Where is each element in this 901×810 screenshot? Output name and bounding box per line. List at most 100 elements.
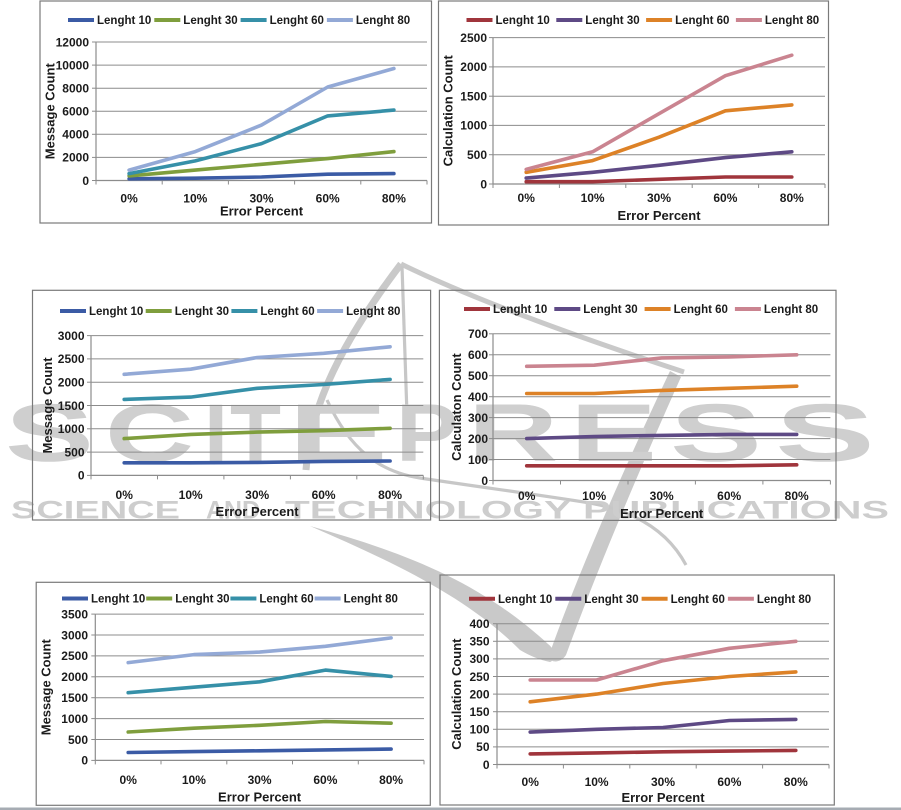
svg-text:Lenght 30: Lenght 30 [183, 15, 237, 27]
svg-text:200: 200 [469, 687, 489, 701]
svg-text:Calculation Count: Calculation Count [441, 55, 456, 167]
svg-text:Lenght 80: Lenght 80 [757, 594, 811, 606]
svg-text:2000: 2000 [58, 376, 85, 390]
svg-text:2500: 2500 [58, 352, 85, 366]
svg-text:Message Count: Message Count [42, 62, 57, 159]
svg-text:R: R [468, 388, 558, 479]
svg-text:500: 500 [64, 445, 84, 459]
svg-text:Calculaton Count: Calculaton Count [449, 353, 464, 461]
svg-text:0: 0 [480, 177, 487, 191]
svg-text:30%: 30% [651, 775, 675, 789]
svg-text:Lenght 80: Lenght 80 [765, 15, 819, 27]
svg-text:1500: 1500 [58, 399, 85, 413]
svg-text:700: 700 [468, 327, 488, 341]
svg-text:350: 350 [469, 635, 489, 649]
svg-text:2000: 2000 [61, 670, 88, 684]
svg-text:60%: 60% [717, 775, 741, 789]
svg-text:2000: 2000 [62, 151, 89, 165]
svg-text:Lenght 30: Lenght 30 [175, 306, 229, 318]
svg-text:Lenght 60: Lenght 60 [260, 306, 314, 318]
svg-text:2500: 2500 [460, 31, 487, 45]
svg-text:2000: 2000 [460, 60, 487, 74]
svg-text:Lenght 60: Lenght 60 [674, 304, 728, 316]
svg-text:Lenght 10: Lenght 10 [496, 15, 550, 27]
svg-text:Lenght 80: Lenght 80 [356, 15, 410, 27]
svg-text:Message Count: Message Count [39, 638, 54, 735]
svg-text:100: 100 [469, 723, 489, 737]
svg-text:60%: 60% [313, 773, 337, 787]
svg-text:10%: 10% [179, 488, 203, 502]
svg-text:0: 0 [481, 474, 488, 488]
svg-text:0%: 0% [522, 775, 540, 789]
svg-text:Lenght 30: Lenght 30 [175, 594, 229, 606]
svg-text:30%: 30% [650, 489, 674, 503]
svg-text:Lenght 10: Lenght 10 [493, 304, 547, 316]
svg-text:Lenght 10: Lenght 10 [89, 306, 143, 318]
svg-text:30%: 30% [647, 191, 671, 205]
svg-text:Lenght 80: Lenght 80 [346, 306, 400, 318]
svg-text:Lenght 60: Lenght 60 [259, 594, 313, 606]
svg-text:80%: 80% [785, 489, 809, 503]
svg-text:250: 250 [469, 670, 489, 684]
svg-text:2500: 2500 [61, 649, 88, 663]
svg-text:S: S [5, 388, 94, 479]
svg-text:8000: 8000 [62, 82, 89, 96]
svg-text:Lenght 60: Lenght 60 [270, 15, 324, 27]
svg-text:Lenght 30: Lenght 30 [585, 15, 639, 27]
svg-text:3500: 3500 [61, 607, 88, 621]
svg-text:1000: 1000 [460, 119, 487, 133]
svg-text:0: 0 [483, 758, 490, 772]
svg-text:Error Percent: Error Percent [218, 790, 302, 805]
svg-text:30%: 30% [248, 773, 272, 787]
svg-text:E: E [570, 388, 657, 479]
svg-text:0: 0 [82, 174, 89, 188]
svg-text:30%: 30% [245, 488, 269, 502]
svg-text:Error Percent: Error Percent [216, 504, 300, 519]
svg-text:Lenght 60: Lenght 60 [671, 594, 725, 606]
svg-text:Lenght 80: Lenght 80 [764, 304, 818, 316]
svg-text:Lenght 10: Lenght 10 [498, 594, 552, 606]
svg-text:60%: 60% [713, 191, 737, 205]
svg-text:10%: 10% [182, 773, 206, 787]
svg-text:Lenght 80: Lenght 80 [344, 594, 398, 606]
svg-text:80%: 80% [379, 773, 403, 787]
svg-text:80%: 80% [780, 191, 804, 205]
svg-text:Calculation Count: Calculation Count [449, 638, 464, 750]
svg-text:Error Percent: Error Percent [220, 204, 304, 219]
svg-text:30%: 30% [249, 191, 273, 205]
svg-text:10%: 10% [183, 191, 207, 205]
svg-text:Lenght 60: Lenght 60 [675, 15, 729, 27]
svg-text:Error Percent: Error Percent [621, 790, 705, 805]
svg-text:400: 400 [469, 617, 489, 631]
svg-text:0%: 0% [518, 489, 536, 503]
svg-text:0: 0 [78, 469, 85, 483]
svg-text:Message Count: Message Count [40, 357, 55, 454]
svg-text:1500: 1500 [61, 691, 88, 705]
svg-text:0%: 0% [116, 488, 134, 502]
svg-text:0%: 0% [518, 191, 536, 205]
svg-text:0: 0 [81, 754, 88, 768]
svg-text:Lenght 10: Lenght 10 [91, 594, 145, 606]
svg-text:0%: 0% [120, 773, 138, 787]
svg-text:80%: 80% [382, 191, 406, 205]
svg-text:60%: 60% [316, 191, 340, 205]
svg-text:400: 400 [468, 390, 488, 404]
svg-text:500: 500 [467, 148, 487, 162]
svg-text:10%: 10% [582, 489, 606, 503]
svg-text:12000: 12000 [56, 35, 90, 49]
svg-text:100: 100 [468, 453, 488, 467]
svg-text:60%: 60% [312, 488, 336, 502]
svg-text:E: E [288, 388, 388, 479]
svg-text:300: 300 [468, 411, 488, 425]
svg-text:200: 200 [468, 432, 488, 446]
svg-text:10000: 10000 [56, 58, 90, 72]
svg-text:10%: 10% [585, 775, 609, 789]
svg-text:150: 150 [469, 705, 489, 719]
svg-text:1000: 1000 [61, 712, 88, 726]
svg-text:80%: 80% [784, 775, 808, 789]
svg-text:1000: 1000 [58, 422, 85, 436]
svg-text:3000: 3000 [58, 329, 85, 343]
svg-text:Error Percent: Error Percent [620, 506, 704, 521]
svg-text:0%: 0% [120, 191, 138, 205]
svg-text:Error Percent: Error Percent [617, 208, 701, 223]
